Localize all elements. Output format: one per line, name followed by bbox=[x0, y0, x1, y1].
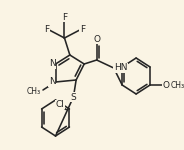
Text: F: F bbox=[62, 13, 67, 22]
Text: CH₃: CH₃ bbox=[26, 87, 40, 96]
Text: Cl: Cl bbox=[56, 100, 64, 109]
Text: F: F bbox=[80, 26, 85, 34]
Text: N: N bbox=[49, 60, 56, 69]
Text: HN: HN bbox=[114, 63, 127, 72]
Text: O: O bbox=[163, 81, 170, 90]
Text: S: S bbox=[70, 93, 76, 102]
Text: CH₃: CH₃ bbox=[171, 81, 184, 90]
Text: O: O bbox=[93, 35, 100, 44]
Text: F: F bbox=[44, 26, 49, 34]
Text: N: N bbox=[49, 78, 56, 87]
